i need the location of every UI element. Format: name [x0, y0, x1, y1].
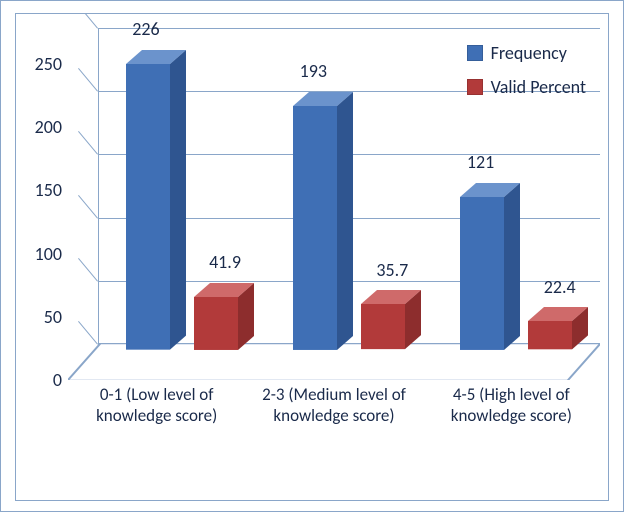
- valid-percent-bar: [194, 291, 238, 344]
- y-tick-label: 150: [35, 179, 62, 201]
- valid-percent-bar: [361, 299, 405, 344]
- frequency-bar: [293, 100, 337, 344]
- data-label: 22.4: [544, 276, 576, 298]
- legend-item-frequency: Frequency: [467, 42, 586, 64]
- sidewall-gridline: [78, 131, 98, 155]
- y-tick-label: 100: [35, 243, 62, 265]
- y-tick-label: 50: [44, 306, 62, 328]
- data-label: 121: [467, 151, 494, 173]
- y-tick-label: 250: [35, 53, 62, 75]
- data-label: 35.7: [376, 259, 408, 281]
- legend-swatch: [467, 79, 483, 95]
- category-axis: 0-1 (Low level of knowledge score)2-3 (M…: [68, 384, 600, 494]
- y-axis: 0 50 100 150 200 250: [16, 14, 68, 500]
- sidewall-gridline: [78, 195, 98, 219]
- data-label: 226: [132, 18, 159, 40]
- side-wall: [68, 28, 98, 344]
- data-label: 41.9: [209, 251, 241, 273]
- category-label: 2-3 (Medium level of knowledge score): [245, 384, 422, 494]
- legend-label: Frequency: [491, 42, 567, 64]
- sidewall-gridline: [78, 68, 98, 92]
- sidewall-gridline: [78, 321, 98, 345]
- y-tick-label: 0: [53, 369, 62, 391]
- valid-percent-bar: [528, 316, 572, 344]
- frequency-bar: [126, 58, 170, 344]
- category-label: 0-1 (Low level of knowledge score): [68, 384, 245, 494]
- legend-item-valid-percent: Valid Percent: [467, 76, 586, 98]
- data-label: 193: [300, 60, 327, 82]
- sidewall-gridline: [78, 258, 98, 282]
- chart-frame: 226 41.9 193 35.7 121 22.4 0 50 100 150 200 250 Fr…: [15, 13, 609, 501]
- sidewall-gridline: [78, 13, 98, 29]
- legend-label: Valid Percent: [491, 76, 586, 98]
- chart-container: 226 41.9 193 35.7 121 22.4 0 50 100 150 200 250 Fr…: [0, 0, 624, 512]
- legend-swatch: [467, 45, 483, 61]
- frequency-bar: [460, 191, 504, 344]
- y-tick-label: 200: [35, 116, 62, 138]
- legend: Frequency Valid Percent: [467, 42, 586, 110]
- category-label: 4-5 (High level of knowledge score): [423, 384, 600, 494]
